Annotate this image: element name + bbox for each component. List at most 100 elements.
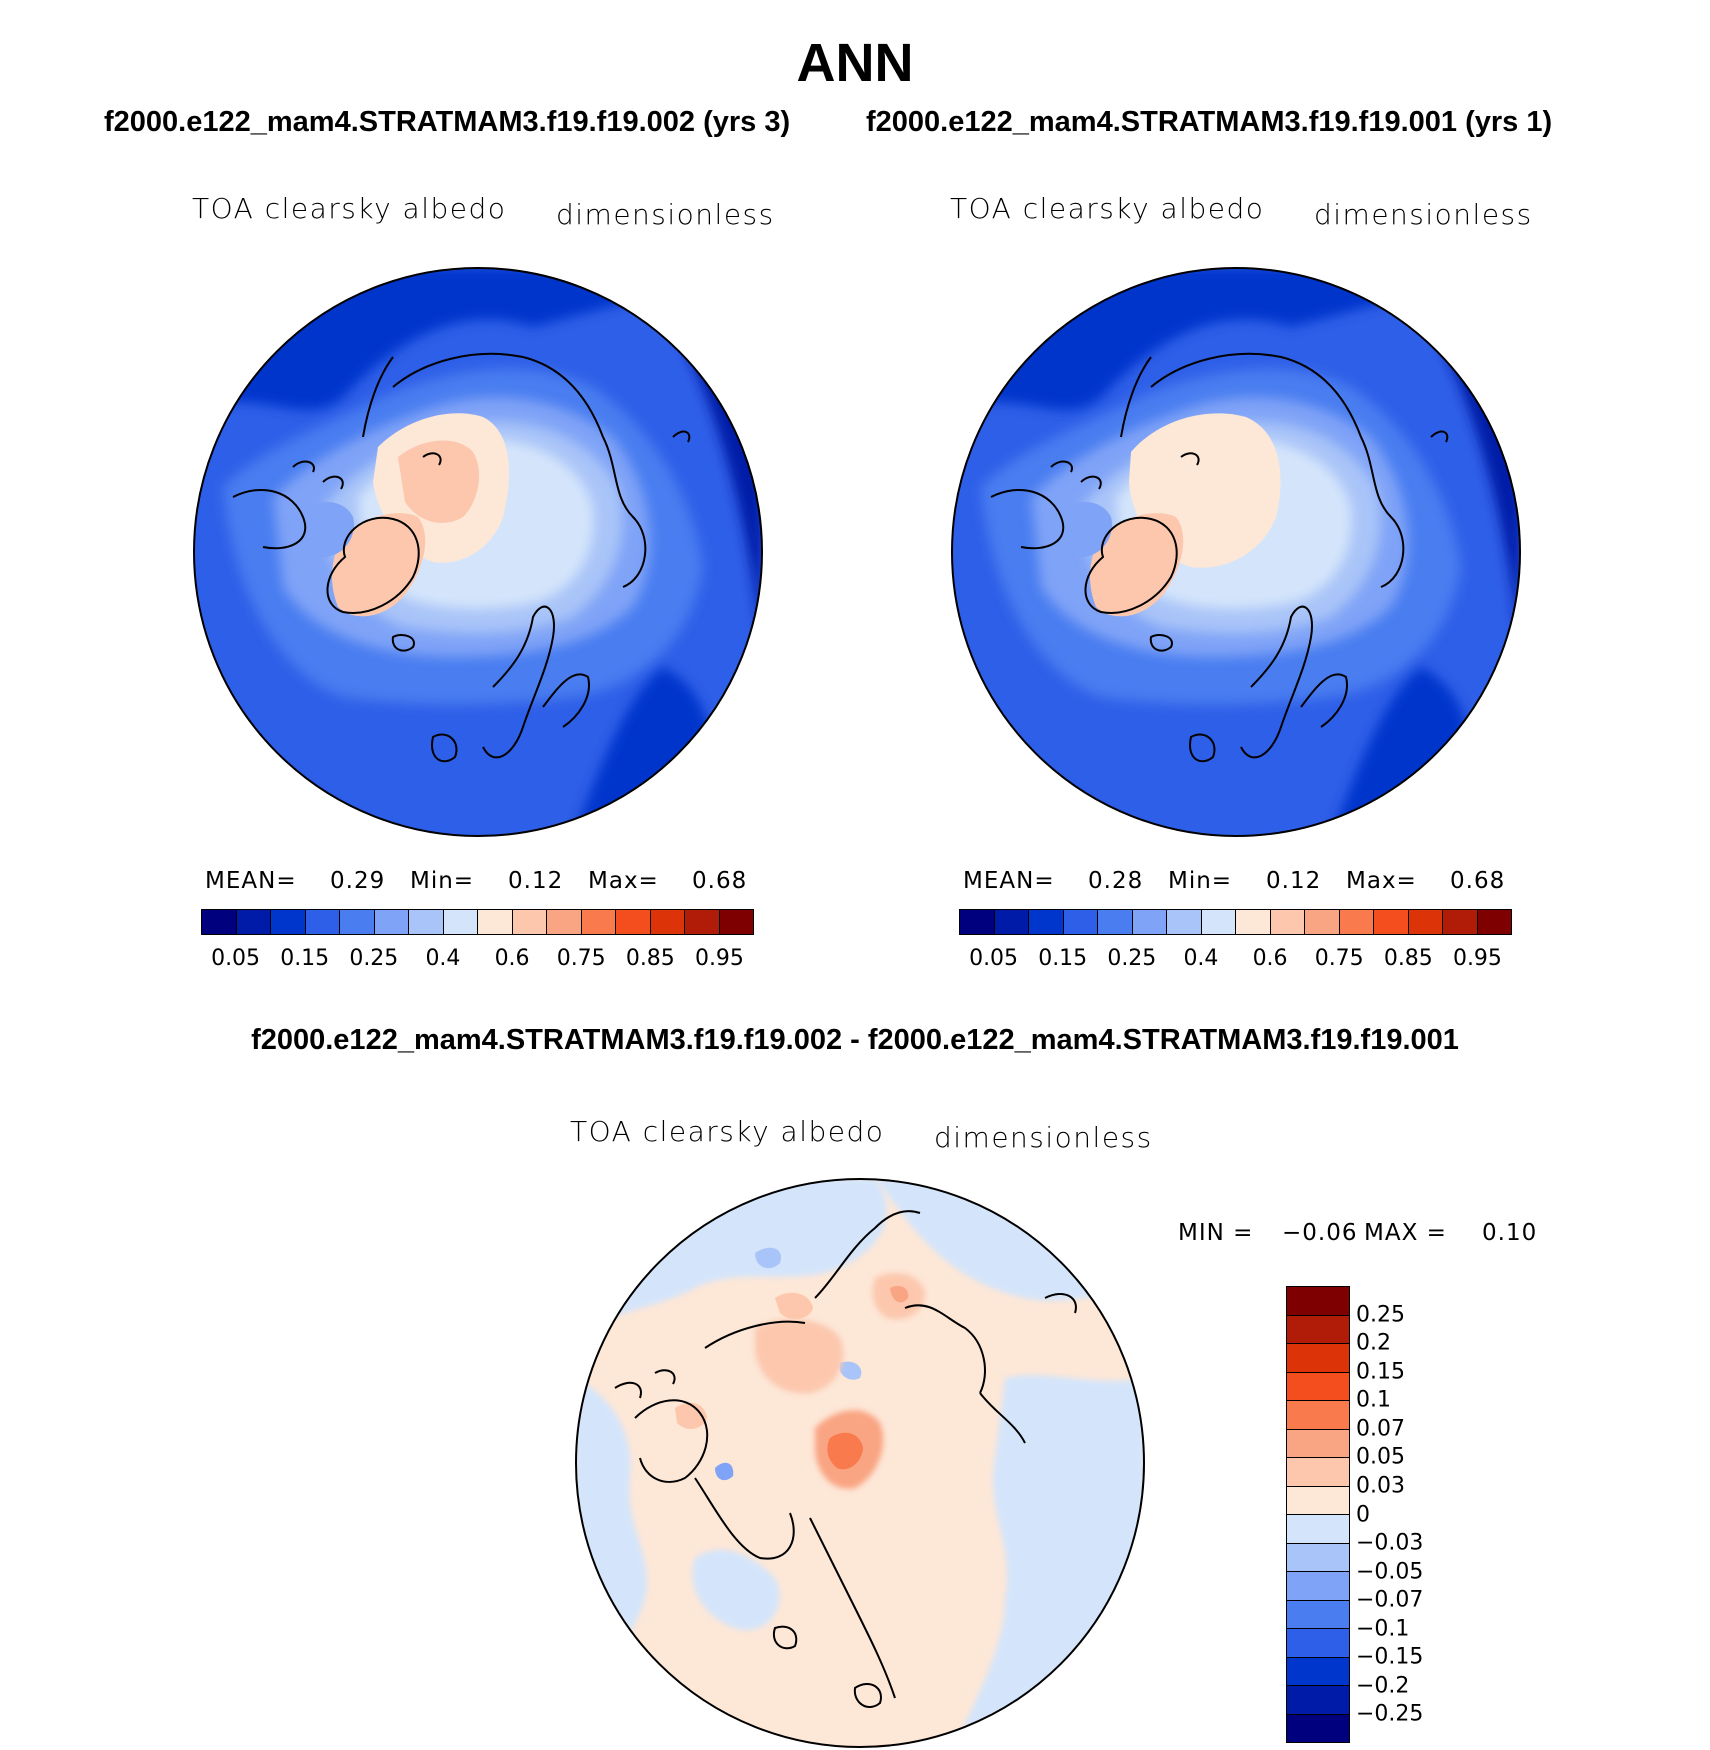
colorbar-tick-label: −0.05 [1356, 1559, 1424, 1585]
colorbar-swatch [1339, 910, 1374, 934]
colorbar-tick-label: 0.6 [1252, 946, 1288, 971]
colorbar-swatch [1063, 910, 1098, 934]
diff-min-label: MIN = [1178, 1220, 1254, 1246]
panel1-min-value: 0.12 [508, 868, 564, 894]
diff-variable-label: TOA clearsky albedo [570, 1115, 885, 1148]
colorbar-tick-label: 0.25 [349, 946, 399, 971]
colorbar-swatch [994, 910, 1029, 934]
colorbar-swatch [1287, 1372, 1349, 1401]
panel2-max-label: Max= [1346, 868, 1417, 894]
panel2-variable-label: TOA clearsky albedo [950, 192, 1265, 225]
figure-title: ANN [796, 33, 914, 93]
colorbar-swatch [1029, 910, 1064, 934]
panel1-units-label: dimensionless [556, 198, 775, 231]
colorbar-swatch [478, 910, 513, 934]
colorbar-tick-label: −0.1 [1356, 1616, 1410, 1642]
colorbar-swatch [512, 910, 547, 934]
case-title-right: f2000.e122_mam4.STRATMAM3.f19.f19.001 (y… [866, 106, 1553, 138]
colorbar-swatch [1287, 1486, 1349, 1515]
colorbar-tick-label: 0.85 [1383, 946, 1433, 971]
colorbar-tick-label: 0 [1356, 1502, 1370, 1527]
panel2-max-value: 0.68 [1450, 868, 1506, 894]
colorbar-tick-label: 0.15 [280, 946, 330, 971]
colorbar-swatch [1287, 1714, 1349, 1742]
colorbar-swatch [1287, 1572, 1349, 1601]
colorbar-tick-label: 0.4 [425, 946, 461, 971]
panel1-mean-value: 0.29 [330, 868, 386, 894]
colorbar-tick-label: 0.15 [1356, 1359, 1405, 1385]
colorbar-swatch [1287, 1657, 1349, 1686]
panel2-units-label: dimensionless [1314, 198, 1533, 231]
diff-polar-map [575, 1178, 1145, 1748]
colorbar-tick-label: −0.15 [1356, 1644, 1424, 1670]
panel2-mean-value: 0.28 [1088, 868, 1144, 894]
colorbar-tick-label: −0.07 [1356, 1587, 1424, 1613]
colorbar-swatch [1287, 1344, 1349, 1373]
panel2-colorbar [959, 909, 1512, 935]
panel2-mean-label: MEAN= [963, 868, 1055, 894]
colorbar-swatch [1270, 910, 1305, 934]
panel2-colorbar-ticks: 0.05 0.15 0.25 0.4 0.6 0.75 0.85 0.95 [959, 946, 1512, 976]
colorbar-swatch [374, 910, 409, 934]
diff-colorbar [1286, 1286, 1350, 1743]
diff-min-value: −0.06 [1282, 1220, 1358, 1246]
panel1-mean-label: MEAN= [205, 868, 297, 894]
colorbar-swatch [1477, 910, 1511, 934]
colorbar-swatch [1287, 1429, 1349, 1458]
panel1-variable-label: TOA clearsky albedo [192, 192, 507, 225]
colorbar-swatch [719, 910, 753, 934]
colorbar-swatch [305, 910, 340, 934]
colorbar-swatch [685, 910, 720, 934]
colorbar-swatch [1443, 910, 1478, 934]
colorbar-swatch [1287, 1686, 1349, 1715]
diff-max-label: MAX = [1364, 1220, 1447, 1246]
colorbar-swatch [581, 910, 616, 934]
colorbar-tick-label: 0.05 [211, 946, 261, 971]
colorbar-swatch [1287, 1629, 1349, 1658]
colorbar-tick-label: 0.05 [969, 946, 1019, 971]
colorbar-swatch [1167, 910, 1202, 934]
colorbar-swatch [1236, 910, 1271, 934]
colorbar-tick-label: −0.25 [1356, 1701, 1424, 1727]
panel1-max-label: Max= [588, 868, 659, 894]
colorbar-tick-label: 0.07 [1356, 1416, 1405, 1442]
colorbar-swatch [1287, 1515, 1349, 1544]
colorbar-swatch [547, 910, 582, 934]
colorbar-swatch [1201, 910, 1236, 934]
colorbar-swatch [271, 910, 306, 934]
colorbar-tick-label: 0.25 [1107, 946, 1157, 971]
colorbar-swatch [1098, 910, 1133, 934]
panel1-colorbar [201, 909, 754, 935]
difference-title: f2000.e122_mam4.STRATMAM3.f19.f19.002 - … [251, 1024, 1459, 1056]
colorbar-tick-label: 0.25 [1356, 1302, 1405, 1328]
colorbar-tick-label: 0.95 [694, 946, 744, 971]
colorbar-swatch [650, 910, 685, 934]
colorbar-swatch [409, 910, 444, 934]
colorbar-swatch [1408, 910, 1443, 934]
colorbar-tick-label: −0.03 [1356, 1530, 1424, 1556]
colorbar-swatch [1287, 1600, 1349, 1629]
colorbar-tick-label: 0.6 [494, 946, 530, 971]
colorbar-tick-label: 0.15 [1038, 946, 1088, 971]
colorbar-swatch [1287, 1315, 1349, 1344]
colorbar-swatch [960, 910, 995, 934]
colorbar-tick-label: 0.95 [1452, 946, 1502, 971]
colorbar-swatch [1305, 910, 1340, 934]
colorbar-swatch [340, 910, 375, 934]
colorbar-swatch [1287, 1401, 1349, 1430]
panel1-polar-map [193, 267, 763, 837]
diff-colorbar-ticks: 0.25 0.2 0.15 0.1 0.07 0.05 0.03 0 −0.03 −0.05 −0.… [1356, 1286, 1476, 1743]
colorbar-tick-label: 0.2 [1356, 1330, 1391, 1356]
colorbar-swatch [443, 910, 478, 934]
diff-max-value: 0.10 [1482, 1220, 1538, 1246]
panel2-min-label: Min= [1168, 868, 1233, 894]
diff-units-label: dimensionless [934, 1121, 1153, 1154]
colorbar-tick-label: 0.1 [1356, 1387, 1391, 1413]
colorbar-tick-label: 0.03 [1356, 1473, 1405, 1499]
colorbar-swatch [236, 910, 271, 934]
colorbar-tick-label: 0.75 [556, 946, 606, 971]
panel1-min-label: Min= [410, 868, 475, 894]
colorbar-tick-label: 0.4 [1183, 946, 1219, 971]
panel1-colorbar-ticks: 0.05 0.15 0.25 0.4 0.6 0.75 0.85 0.95 [201, 946, 754, 976]
colorbar-swatch [1287, 1458, 1349, 1487]
